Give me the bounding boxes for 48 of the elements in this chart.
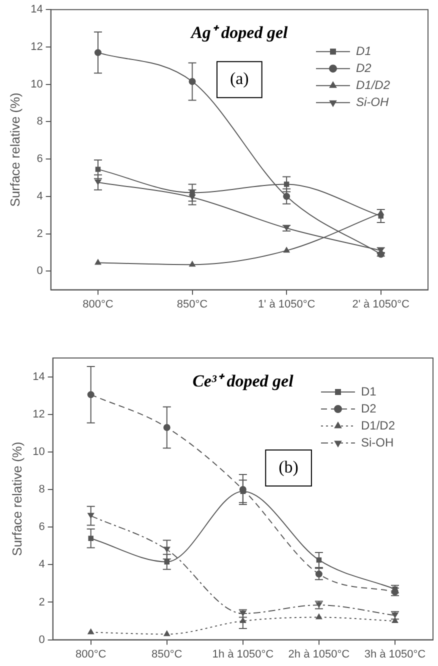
x-tick-label: 3h à 1050°C [364, 648, 426, 660]
point [94, 259, 102, 265]
point [316, 614, 322, 620]
x-tick-label: 1h à 1050°C [212, 648, 274, 660]
point [188, 194, 196, 200]
point [164, 630, 170, 636]
point [88, 628, 94, 634]
legend-label: D1 [356, 44, 372, 58]
x-tick-label: 2' à 1050°C [352, 298, 410, 310]
legend-label: D1/D2 [356, 78, 390, 92]
x-tick-label: 800°C [82, 298, 114, 310]
y-tick-label: 4 [36, 190, 43, 202]
y-tick-label: 6 [38, 521, 45, 534]
legend-label: Si-OH [361, 435, 394, 450]
y-tick-label: 12 [32, 408, 45, 420]
y-tick-label: 0 [38, 634, 45, 646]
x-tick-label: 800°C [76, 648, 106, 660]
y-tick-label: 4 [38, 558, 45, 571]
point [189, 261, 196, 267]
legend-label: D1 [361, 384, 377, 398]
y-tick-label: 10 [30, 78, 43, 90]
x-tick-label: 850°C [152, 648, 182, 660]
y-tick-label: 6 [36, 153, 43, 166]
text: Ce³⁺ doped gel [192, 371, 294, 390]
y-tick-label: 8 [38, 484, 45, 496]
x-tick-label: 2h à 1050°C [288, 648, 350, 660]
legend-label: D2 [361, 401, 377, 416]
legend-label: D1/D2 [361, 418, 396, 432]
legend-label: D2 [356, 60, 372, 75]
text: Ag⁺ doped gel [190, 22, 288, 42]
legend-label: Si-OH [356, 94, 389, 109]
point [94, 180, 102, 186]
annotation: (b) [278, 457, 298, 476]
y-tick-label: 10 [32, 446, 45, 458]
y-tick-label: 14 [32, 370, 45, 383]
y-tick-label: 14 [30, 4, 43, 16]
y-tick-label: 2 [38, 596, 45, 608]
y-tick-label: 0 [36, 265, 43, 278]
y-tick-label: 12 [30, 40, 43, 53]
x-tick-label: 1' à 1050°C [258, 298, 316, 310]
annotation: (a) [230, 69, 249, 88]
point [88, 536, 94, 541]
y-axis-title: Surface relative (%) [7, 92, 22, 207]
y-tick-label: 2 [36, 228, 43, 240]
y-tick-label: 8 [36, 116, 43, 128]
point [283, 247, 290, 253]
y-axis-title: Surface relative (%) [9, 442, 24, 556]
x-tick-label: 850°C [176, 298, 208, 310]
